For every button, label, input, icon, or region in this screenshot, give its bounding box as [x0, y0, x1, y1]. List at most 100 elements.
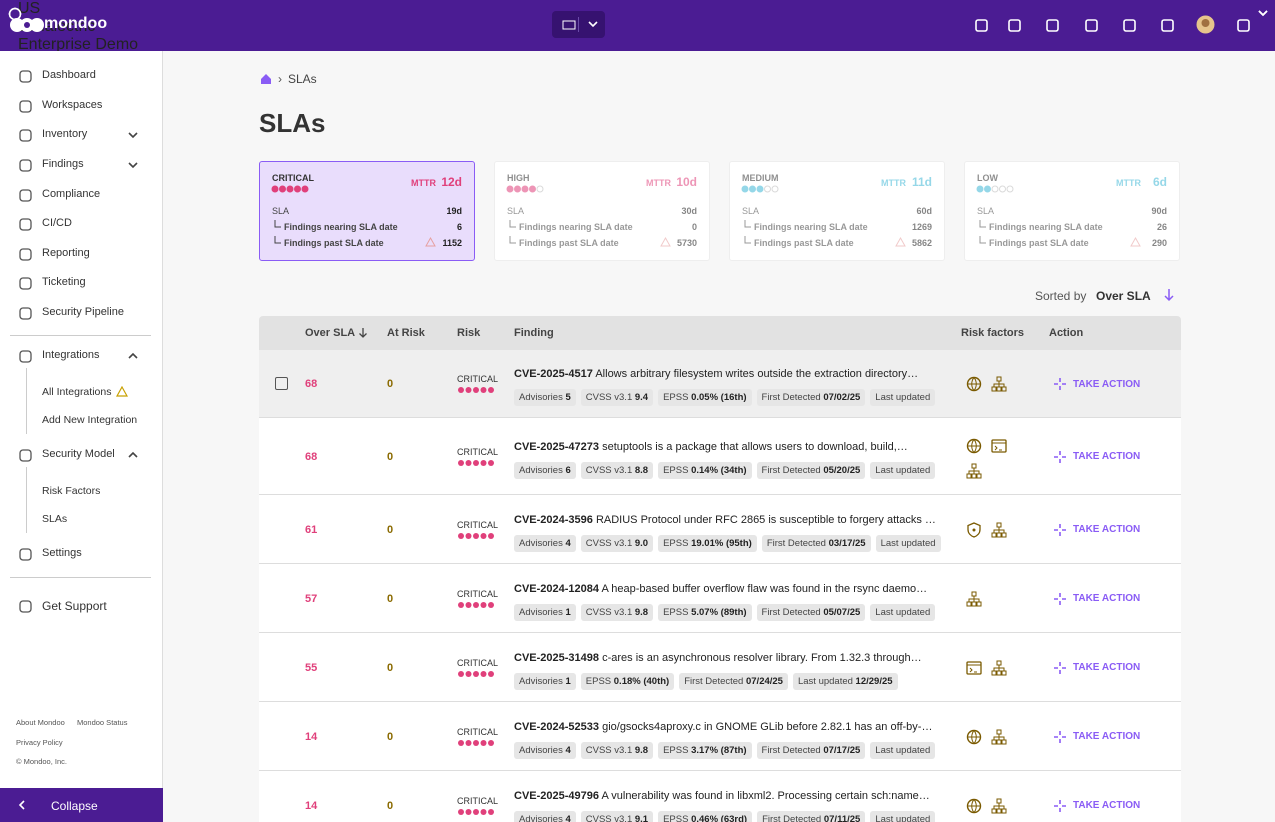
- finding-title[interactable]: CVE-2025-4517 Allows arbitrary filesyste…: [514, 368, 950, 380]
- scope-chip[interactable]: Enterprise Demo: [0, 7, 1268, 54]
- take-action[interactable]: TAKE ACTION: [1053, 661, 1140, 675]
- sla-card[interactable]: LOW MTTR 6d SLA 90d Findings nearing SLA date…: [964, 161, 1180, 261]
- tag-label: First Detected: [762, 813, 822, 822]
- finding-row[interactable]: 55 0 CRITICAL CVE-2025-31498 c-ares is an a…: [259, 633, 1181, 702]
- column-header[interactable]: Risk factors: [961, 327, 1024, 339]
- risk-factor-icon: [991, 660, 1007, 675]
- finding-title[interactable]: CVE-2024-3596 RADIUS Protocol under RFC …: [514, 514, 950, 526]
- tag: Last updated: [870, 741, 936, 759]
- footer-link[interactable]: Privacy Policy: [16, 738, 63, 747]
- finding: CVE-2024-52533 gio/gsocks4aproxy.c in GN…: [514, 721, 950, 759]
- column-header[interactable]: Over SLA: [305, 327, 356, 339]
- collapse-icon: [18, 800, 25, 810]
- footer-link[interactable]: Mondoo Status: [77, 718, 128, 727]
- nav-item[interactable]: Reporting: [42, 247, 90, 259]
- home-icon[interactable]: [260, 73, 272, 85]
- tag-label: Advisories: [519, 537, 563, 549]
- over-sla: 61: [305, 523, 318, 536]
- past: 290: [1151, 238, 1167, 248]
- tag: First Detected 05/20/25: [756, 461, 866, 479]
- nav-icon: [19, 350, 32, 363]
- tag-value: 9.4: [634, 392, 649, 403]
- description: c-ares is an asynchronous resolver libra…: [602, 651, 922, 664]
- footer-link[interactable]: About Mondoo: [16, 718, 65, 727]
- column-header[interactable]: At Risk: [387, 327, 425, 339]
- cve-id: CVE-2025-49796: [514, 789, 600, 802]
- finding-row[interactable]: 68 0 CRITICAL CVE-2025-47273 setuptools is …: [259, 418, 1181, 495]
- checkbox[interactable]: [275, 377, 288, 390]
- nav-item[interactable]: Workspaces: [42, 99, 103, 111]
- nav-sub-item[interactable]: Add New Integration: [42, 414, 138, 426]
- finding-row[interactable]: 61 0 CRITICAL CVE-2024-3596 RADIUS Protocol…: [259, 495, 1181, 564]
- tag-label: Advisories: [519, 606, 563, 618]
- take-action[interactable]: TAKE ACTION: [1053, 377, 1140, 391]
- take-action[interactable]: TAKE ACTION: [1053, 592, 1140, 606]
- tag-label: Last updated: [875, 744, 931, 756]
- nav-item[interactable]: Security Pipeline: [42, 306, 124, 318]
- take-action[interactable]: TAKE ACTION: [1053, 450, 1140, 464]
- finding-title[interactable]: CVE-2024-52533 gio/gsocks4aproxy.c in GN…: [514, 721, 950, 733]
- finding-row[interactable]: 14 0 CRITICAL CVE-2024-52533 gio/gsocks4apr…: [259, 702, 1181, 771]
- tag: Last updated: [875, 534, 941, 552]
- severity: LOW: [977, 173, 998, 183]
- brand: mondoo: [44, 15, 108, 32]
- header-icon: [1008, 19, 1021, 32]
- tag-label: First Detected: [766, 537, 826, 549]
- finding-title[interactable]: CVE-2024-12084 A heap-based buffer overf…: [514, 583, 950, 595]
- finding-title[interactable]: CVE-2025-47273 setuptools is a package t…: [514, 441, 950, 453]
- sla-card[interactable]: CRITICAL MTTR 12d SLA 19d Findings nearing SL…: [259, 161, 475, 261]
- risk: CRITICAL: [457, 795, 499, 806]
- nav-item[interactable]: Get Support: [42, 599, 107, 613]
- nav-item[interactable]: CI/CD: [42, 217, 72, 229]
- tag: Last updated 12/29/25: [792, 672, 898, 690]
- tag: Advisories 4: [514, 534, 576, 552]
- tag-label: EPSS: [663, 537, 689, 549]
- nav-item[interactable]: Settings: [42, 547, 82, 559]
- collapse-bar[interactable]: Collapse: [0, 788, 163, 822]
- take-action[interactable]: TAKE ACTION: [1053, 730, 1140, 744]
- nav-item[interactable]: Compliance: [42, 188, 101, 200]
- finding-title[interactable]: CVE-2025-31498 c-ares is an asynchronous…: [514, 652, 950, 664]
- breadcrumb[interactable]: SLAs: [288, 72, 317, 86]
- risk-factor-icon: [991, 798, 1007, 813]
- nav-item[interactable]: Security Model: [42, 448, 115, 460]
- column-header[interactable]: Risk: [457, 327, 481, 339]
- column-header[interactable]: Action: [1049, 327, 1084, 339]
- action-icon: [1054, 378, 1066, 390]
- risk-factor-icon: [991, 729, 1007, 744]
- finding-row[interactable]: 14 0 CRITICAL CVE-2025-49796 A vulnerabilit…: [259, 771, 1181, 822]
- at-risk: 0: [387, 730, 394, 743]
- sort-arrow[interactable]: [1163, 288, 1175, 302]
- tag-label: EPSS: [663, 744, 689, 756]
- sort-value[interactable]: Over SLA: [1096, 289, 1151, 303]
- sla-card[interactable]: MEDIUM MTTR 11d SLA 60d Findings nearing SLA …: [729, 161, 945, 261]
- nav-icon: [19, 218, 32, 231]
- risk-dots: [458, 739, 494, 746]
- nav-sub-item[interactable]: SLAs: [42, 513, 68, 525]
- scope-chip[interactable]: [552, 11, 605, 38]
- column-header[interactable]: Finding: [514, 327, 554, 339]
- nav-item[interactable]: Inventory: [42, 128, 88, 140]
- dot: [999, 185, 1006, 193]
- nav-sub-item[interactable]: Risk Factors: [42, 485, 101, 497]
- sla-card[interactable]: HIGH MTTR 10d SLA 30d Findings nearing SLA da…: [494, 161, 710, 261]
- nav-item[interactable]: Integrations: [42, 349, 100, 361]
- finding-row[interactable]: 68 0 CRITICAL CVE-2025-4517 Allows arbitrar…: [259, 350, 1181, 418]
- finding-row[interactable]: 57 0 CRITICAL CVE-2024-12084 A heap-based b…: [259, 564, 1181, 633]
- tree-icon: [744, 236, 751, 244]
- tag-label: CVSS v3.1: [585, 813, 633, 822]
- nav-item[interactable]: Findings: [42, 158, 84, 170]
- over-sla: 14: [305, 730, 318, 743]
- tags: Advisories 1 CVSS v3.1 9.8 EPSS 5.07% (89t…: [514, 602, 950, 621]
- action-icon: [1054, 592, 1066, 605]
- severity-dots: [271, 185, 309, 193]
- take-action[interactable]: TAKE ACTION: [1053, 523, 1140, 537]
- nav-item[interactable]: Ticketing: [42, 276, 86, 288]
- nav-item[interactable]: Dashboard: [42, 69, 96, 81]
- take-action[interactable]: TAKE ACTION: [1053, 799, 1140, 813]
- finding-title[interactable]: CVE-2025-49796 A vulnerability was found…: [514, 790, 950, 802]
- tree-icon: [509, 236, 516, 244]
- tag-label: CVSS v3.1: [585, 537, 633, 549]
- tag: CVSS v3.1 9.8: [580, 741, 654, 759]
- nav-sub-item[interactable]: All Integrations: [42, 386, 112, 398]
